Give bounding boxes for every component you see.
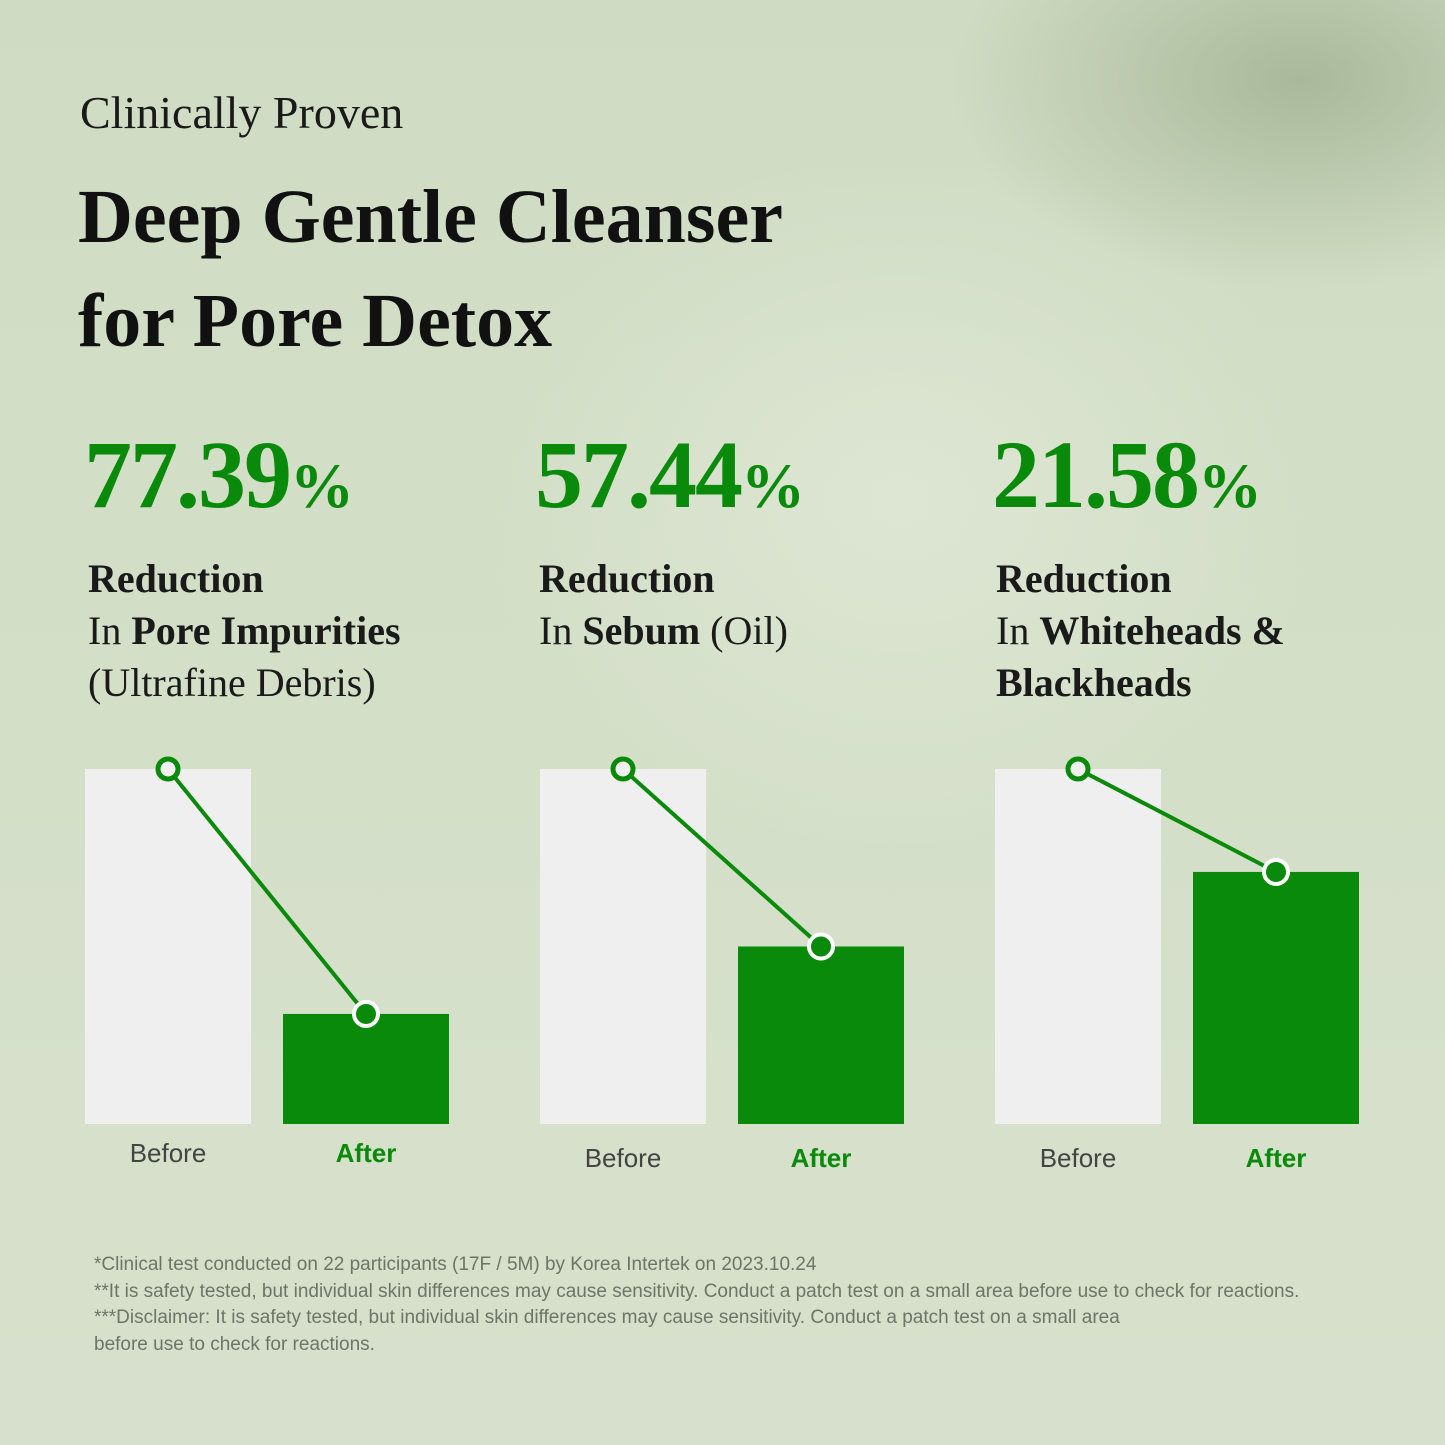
- bar-label: After: [791, 1143, 852, 1173]
- footnotes: *Clinical test conducted on 22 participa…: [94, 1252, 1299, 1358]
- after-bar: [738, 946, 904, 1124]
- before-point-marker: [1065, 756, 1091, 782]
- stat-line: In: [539, 608, 583, 653]
- stat-number: 57.44: [535, 421, 743, 528]
- title-line: Deep Gentle Cleanser: [78, 175, 783, 259]
- stat-line: (Ultrafine Debris): [88, 660, 376, 705]
- stat-line: Reduction: [996, 556, 1172, 601]
- stat-description: Reduction In Sebum (Oil): [535, 553, 975, 657]
- stat-line: Sebum: [582, 608, 701, 653]
- footnote: **It is safety tested, but individual sk…: [94, 1280, 1300, 1302]
- bar-label: After: [1246, 1143, 1307, 1173]
- stat-line: Blackheads: [996, 660, 1192, 705]
- stat-line: Whiteheads &: [1039, 608, 1285, 653]
- stat-value: 21.58%: [992, 420, 1432, 541]
- footnote: before use to check for reactions.: [94, 1333, 375, 1355]
- before-point-marker: [155, 756, 181, 782]
- stat-sebum: 57.44% Reduction In Sebum (Oil): [535, 420, 975, 657]
- stat-unit: %: [1198, 450, 1262, 521]
- after-bar: [1193, 871, 1359, 1124]
- before-point-marker: [610, 756, 636, 782]
- after-bar: [283, 1013, 449, 1124]
- bar-label: Before: [585, 1143, 662, 1173]
- page-title: Deep Gentle Cleanser for Pore Detox: [78, 165, 783, 373]
- bar-label: After: [336, 1138, 397, 1168]
- footnote: ***Disclaimer: It is safety tested, but …: [94, 1307, 1120, 1328]
- stat-unit: %: [290, 450, 354, 521]
- trend-line: [621, 767, 823, 948]
- stat-whiteheads-blackheads: 21.58% Reduction In Whiteheads & Blackhe…: [992, 420, 1432, 709]
- bar-label: Before: [1040, 1143, 1117, 1173]
- stat-description: Reduction In Pore Impurities (Ultrafine …: [84, 553, 524, 709]
- trend-line: [1077, 767, 1277, 874]
- bar-label: Before: [130, 1138, 207, 1168]
- stat-line: (Oil): [700, 608, 788, 653]
- trend-line: [166, 767, 368, 1016]
- after-point-marker: [352, 999, 380, 1028]
- stat-number: 77.39: [84, 421, 292, 528]
- stat-line: Reduction: [539, 556, 715, 601]
- after-point-marker: [807, 932, 835, 961]
- stat-line: In: [88, 608, 132, 653]
- stat-pore-impurities: 77.39% Reduction In Pore Impurities (Ult…: [84, 420, 524, 709]
- before-bar: [995, 769, 1161, 1124]
- stat-number: 21.58: [992, 421, 1200, 528]
- eyebrow-text: Clinically Proven: [80, 87, 404, 138]
- stat-line: In: [996, 608, 1040, 653]
- stat-line: Pore Impurities: [131, 608, 401, 653]
- stat-description: Reduction In Whiteheads & Blackheads: [992, 553, 1432, 709]
- title-line: for Pore Detox: [78, 279, 553, 363]
- stat-unit: %: [741, 450, 805, 521]
- after-point-marker: [1262, 857, 1290, 886]
- stat-value: 57.44%: [535, 420, 975, 541]
- stat-line: Reduction: [88, 556, 264, 601]
- stat-value: 77.39%: [84, 420, 524, 541]
- before-bar: [85, 769, 251, 1124]
- footnote: *Clinical test conducted on 22 participa…: [94, 1254, 817, 1275]
- before-bar: [540, 769, 706, 1124]
